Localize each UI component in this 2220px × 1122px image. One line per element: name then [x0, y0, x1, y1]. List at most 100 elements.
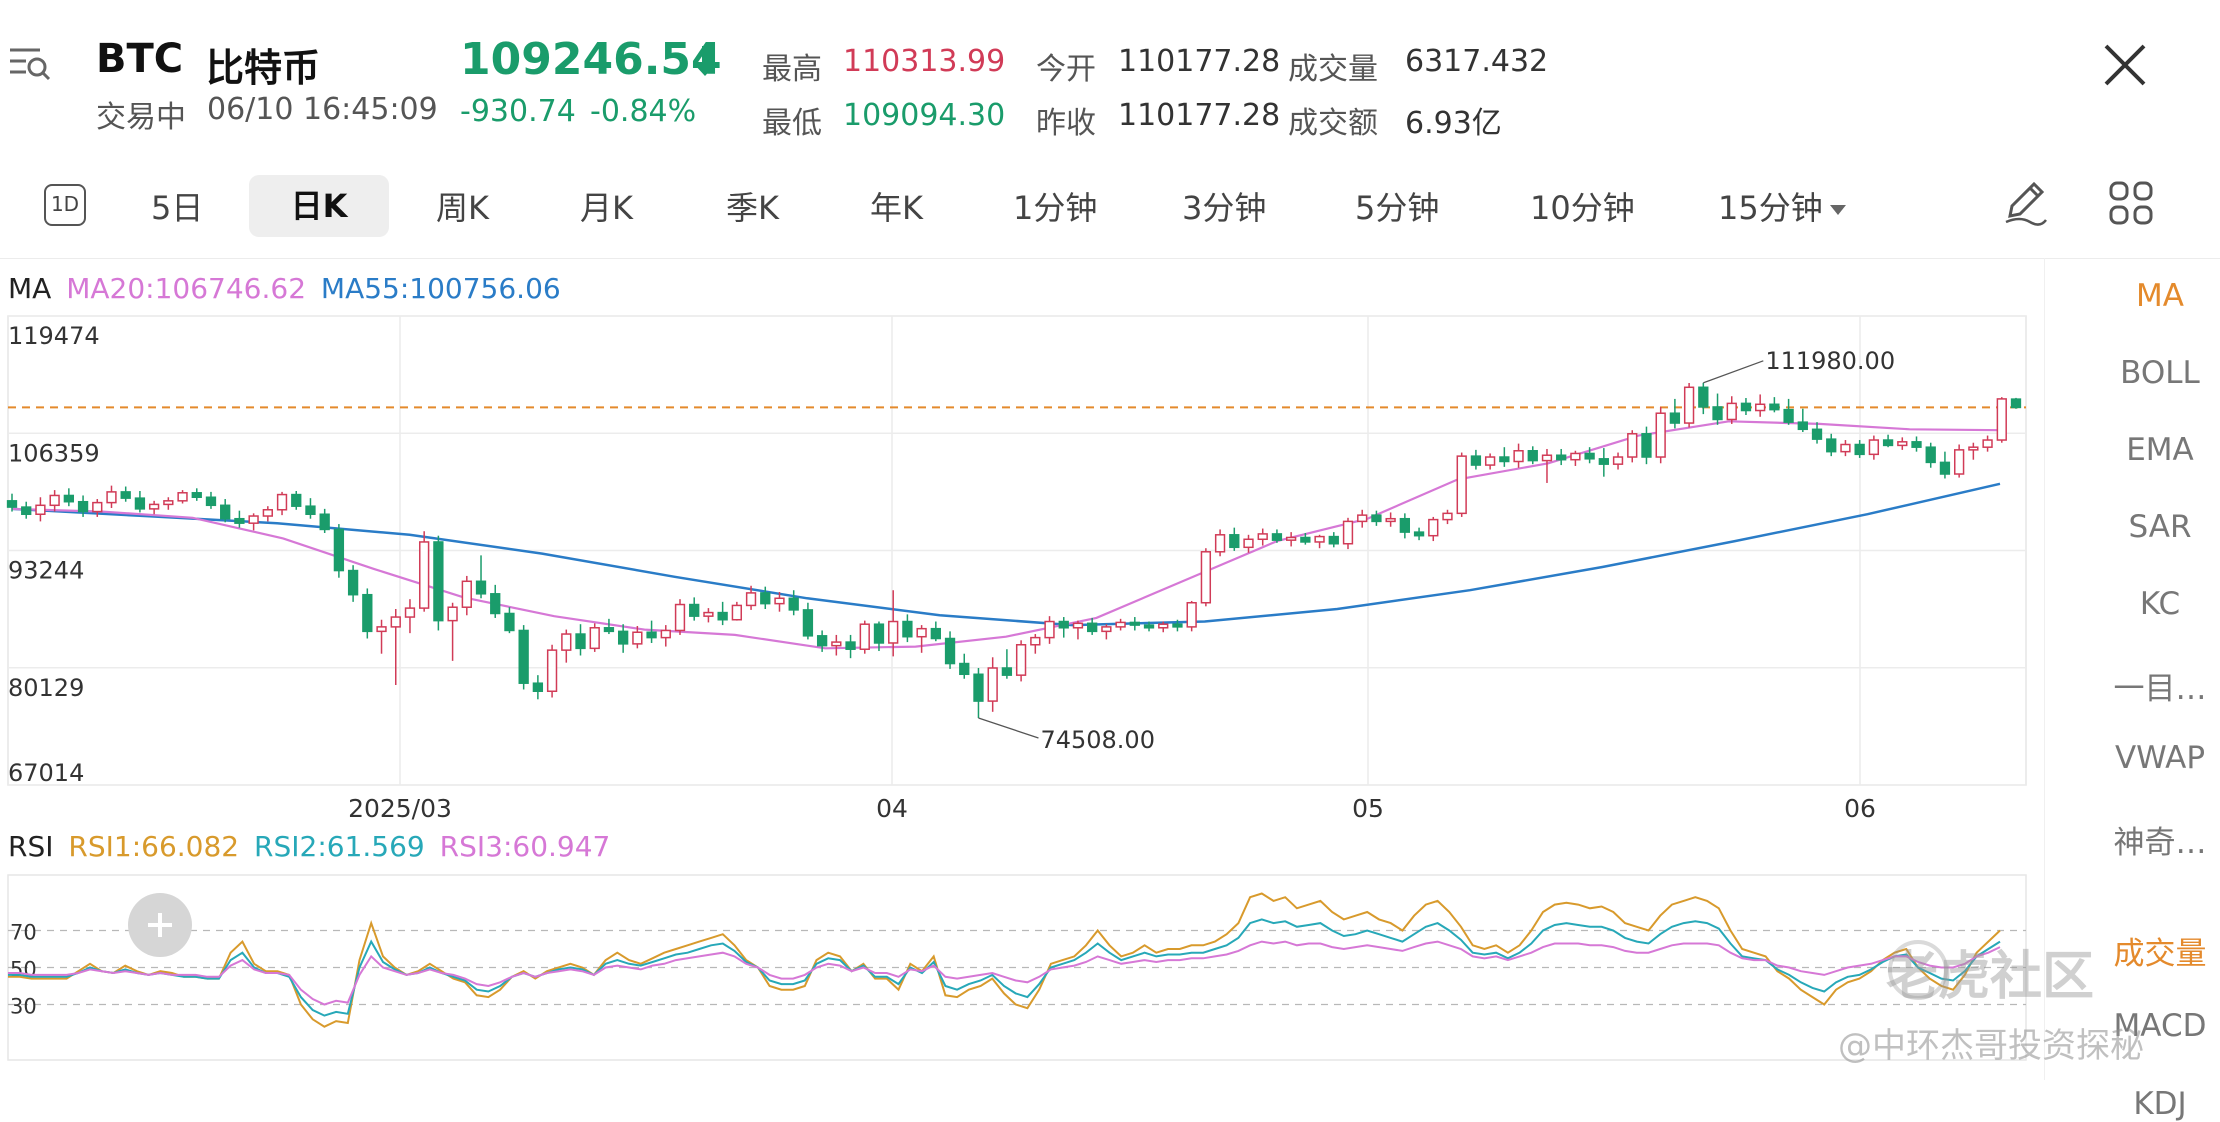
tab-1d[interactable]: 1D [44, 184, 86, 226]
tab-10min[interactable]: 10分钟 [1530, 189, 1635, 227]
pencil-icon[interactable] [2000, 178, 2050, 232]
candle-body [1001, 667, 1013, 676]
ma-legend: MA MA20:106746.62 MA55:100756.06 [8, 272, 561, 305]
candle-body [1015, 644, 1027, 676]
candle-body [802, 609, 814, 637]
rsi1-legend: RSI1:66.082 [68, 830, 240, 863]
candle-body [1030, 636, 1041, 646]
rsi-line-rsi3 [8, 940, 2001, 1006]
ma20-legend: MA20:106746.62 [66, 272, 307, 305]
candle-body [1897, 441, 1908, 447]
close-icon[interactable] [2100, 40, 2150, 90]
stat-high-value: 110313.99 [843, 44, 1006, 79]
indicator-ema[interactable]: EMA [2126, 432, 2194, 468]
candle-body [1072, 622, 1084, 629]
max-label-leader [1703, 360, 1764, 384]
caret-down-icon[interactable] [1830, 200, 1846, 219]
candle-body [234, 517, 245, 524]
candle-body [1996, 398, 2007, 441]
y-tick-label: 80129 [8, 674, 84, 702]
candle-body [376, 626, 387, 633]
tab-weekly[interactable]: 周K [436, 189, 489, 227]
indicator-macd[interactable]: MACD [2113, 1008, 2207, 1044]
candle-body [1854, 443, 1865, 456]
candle-body [120, 491, 131, 499]
indicator-ma[interactable]: MA [2136, 278, 2184, 314]
candle-body [248, 515, 259, 524]
candle-body [1371, 514, 1382, 523]
rsi2-legend: RSI2:61.569 [254, 830, 425, 863]
candle-body [461, 580, 472, 608]
tab-15min[interactable]: 15分钟 [1718, 189, 1823, 227]
price-change: -930.74 [460, 94, 576, 129]
candle-body [134, 497, 146, 510]
candle-body [1399, 517, 1411, 533]
menu-search-icon[interactable] [6, 40, 52, 86]
candle-body [1314, 535, 1325, 543]
candle-body [1300, 536, 1311, 543]
candle-body [1186, 601, 1197, 628]
candle-body [1740, 402, 1752, 412]
candle-body [1229, 534, 1240, 549]
stat-volume-label: 成交量 [1288, 52, 1378, 87]
candle-body [1911, 441, 1922, 448]
candle-body [1058, 620, 1069, 629]
candle-body [291, 493, 302, 507]
indicator-magic[interactable]: 神奇… [2113, 825, 2207, 861]
candle-body [276, 493, 288, 511]
candle-body [831, 641, 842, 647]
zoom-plus-button[interactable] [128, 893, 192, 957]
tabs-divider [0, 258, 2220, 259]
candle-body [220, 504, 231, 520]
tab-3min[interactable]: 3分钟 [1182, 189, 1267, 227]
ma20-line [11, 420, 2001, 650]
grid-layout-icon[interactable] [2108, 180, 2154, 230]
indicator-boll[interactable]: BOLL [2120, 355, 2200, 391]
symbol-name: 比特币 [206, 46, 321, 90]
tab-daily[interactable]: 日K [249, 175, 389, 237]
arrow-down-icon [692, 44, 718, 82]
y-tick-label: 119474 [8, 322, 100, 350]
candle-body [1826, 438, 1837, 453]
candle-body [1527, 450, 1538, 462]
indicator-ichimoku[interactable]: 一目… [2113, 671, 2207, 707]
candle-body [589, 627, 600, 650]
candle-body [532, 682, 544, 693]
candle-body [1428, 518, 1439, 537]
candle-body [1257, 533, 1268, 541]
tab-monthly[interactable]: 月K [580, 189, 633, 227]
candle-body [1271, 533, 1283, 541]
candle-body [632, 631, 643, 645]
candle-body [944, 637, 956, 665]
rsi-tick-label: 30 [10, 995, 37, 1019]
candle-body [1641, 433, 1652, 458]
candle-body [788, 597, 799, 611]
tab-1min[interactable]: 1分钟 [1013, 189, 1098, 227]
candle-body [1357, 514, 1368, 523]
indicator-kc[interactable]: KC [2139, 586, 2181, 622]
candle-body [1385, 517, 1396, 523]
candle-body [689, 603, 700, 617]
indicator-volume[interactable]: 成交量 [2113, 936, 2207, 972]
price-change-pct: -0.84% [590, 94, 697, 129]
tab-5day[interactable]: 5日 [151, 189, 204, 227]
tab-1d-label: 1D [50, 192, 80, 216]
indicator-kdj[interactable]: KDJ [2133, 1086, 2187, 1122]
max-price-label: 111980.00 [1765, 347, 1895, 375]
candle-body [163, 500, 174, 506]
candle-body [1044, 620, 1055, 639]
tab-5min[interactable]: 5分钟 [1355, 189, 1440, 227]
indicator-vwap[interactable]: VWAP [2114, 740, 2206, 776]
indicator-sar[interactable]: SAR [2128, 509, 2192, 545]
tab-yearly[interactable]: 年K [870, 189, 923, 227]
trading-status: 交易中 [96, 100, 186, 135]
tab-quarterly[interactable]: 季K [726, 189, 779, 227]
candle-body [1982, 439, 1993, 448]
plus-icon [148, 913, 172, 937]
kline-chart[interactable]: 119474 106359 93244 80129 67014 2025/03 04 05 06… [0, 0, 2220, 1080]
candle-body [617, 630, 629, 645]
candle-body [816, 635, 828, 647]
candle-body [504, 612, 515, 632]
candle-body [35, 504, 46, 515]
candle-body [1726, 402, 1737, 421]
